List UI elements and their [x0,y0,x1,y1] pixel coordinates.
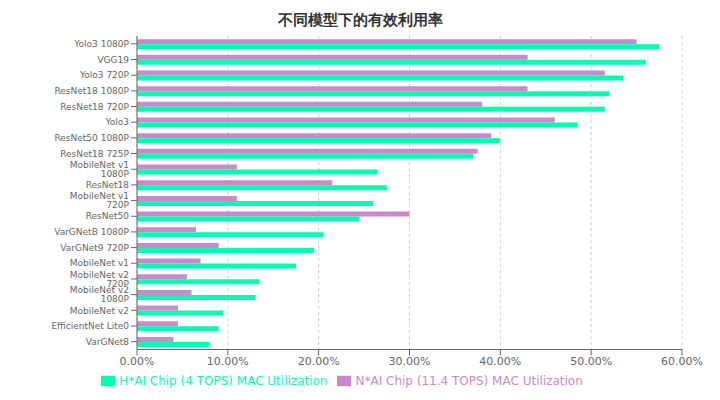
svg-text:Yolo3: Yolo3 [104,117,129,127]
svg-text:VGG19: VGG19 [97,55,129,65]
svg-text:20.00%: 20.00% [298,355,340,368]
svg-text:40.00%: 40.00% [479,355,521,368]
svg-text:ResNet18 1080P: ResNet18 1080P [54,86,129,96]
svg-text:ResNet18: ResNet18 [86,180,130,190]
svg-text:MobileNet v11080P: MobileNet v11080P [70,160,130,179]
svg-text:ResNet50: ResNet50 [86,211,130,221]
svg-text:Yolo3 1080P: Yolo3 1080P [73,39,129,49]
svg-text:MobileNet v2: MobileNet v2 [70,306,129,316]
svg-text:VarGNetB 1080P: VarGNetB 1080P [54,227,129,237]
svg-text:ResNet50 1080P: ResNet50 1080P [54,133,129,143]
svg-text:60.00%: 60.00% [661,355,703,368]
svg-text:VarGNet8: VarGNet8 [86,337,129,347]
svg-text:MobileNet v21080P: MobileNet v21080P [70,285,130,304]
svg-text:VarGNet9 720P: VarGNet9 720P [60,243,129,253]
svg-text:Yolo3 720P: Yolo3 720P [79,70,130,80]
svg-text:30.00%: 30.00% [389,355,431,368]
svg-text:MobileNet v1: MobileNet v1 [70,258,129,268]
svg-text:10.00%: 10.00% [207,355,249,368]
svg-text:ResNet18 720P: ResNet18 720P [60,102,129,112]
svg-text:MobileNet v1720P: MobileNet v1720P [70,191,130,210]
svg-text:EfficientNet Lite0: EfficientNet Lite0 [51,321,129,331]
svg-text:0.00%: 0.00% [120,355,155,368]
svg-text:ResNet18 725P: ResNet18 725P [60,149,129,159]
svg-text:50.00%: 50.00% [570,355,612,368]
